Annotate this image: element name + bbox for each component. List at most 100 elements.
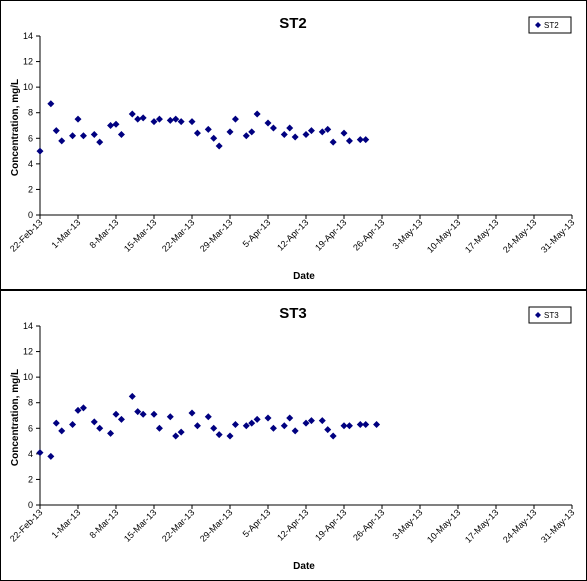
data-point — [36, 449, 44, 457]
data-point — [134, 408, 142, 416]
data-point — [79, 404, 87, 412]
y-tick-label: 2 — [28, 184, 33, 194]
y-tick-label: 14 — [23, 31, 33, 41]
chart-panel-st3: ST3 0 2 4 6 8 10 12 14 22-Feb-13 1-Mar-13 8-Mar-13 1… — [0, 290, 587, 581]
y-tick-label: 14 — [23, 321, 33, 331]
x-tick-label: 17-May-13 — [463, 217, 500, 254]
data-point — [242, 422, 250, 430]
x-tick-label: 19-Apr-13 — [313, 507, 348, 542]
legend-box — [528, 306, 572, 324]
data-point — [155, 424, 163, 432]
data-point — [188, 409, 196, 417]
x-tick-label: 15-Mar-13 — [122, 217, 158, 253]
legend-label: ST3 — [544, 311, 559, 320]
data-point — [291, 427, 299, 435]
data-point — [215, 431, 223, 439]
data-point — [226, 432, 234, 440]
x-tick-label: 31-May-13 — [539, 507, 576, 544]
data-point — [210, 134, 218, 142]
y-tick-label: 10 — [23, 82, 33, 92]
data-point — [280, 130, 288, 138]
data-point — [90, 418, 98, 426]
x-tick-label: 24-May-13 — [501, 507, 538, 544]
data-point — [58, 427, 66, 435]
data-point — [253, 110, 261, 118]
data-point — [69, 420, 77, 428]
data-point — [177, 118, 185, 126]
legend-box — [528, 16, 572, 34]
data-point — [340, 422, 348, 430]
x-tick-label: 10-May-13 — [425, 507, 462, 544]
x-tick-label: 26-Apr-13 — [351, 507, 386, 542]
legend-marker — [535, 22, 541, 28]
data-point — [166, 413, 174, 421]
data-point — [150, 410, 158, 418]
data-point — [204, 413, 212, 421]
data-point — [291, 133, 299, 141]
data-point — [47, 452, 55, 460]
legend: ST3 — [528, 306, 572, 324]
data-point — [188, 118, 196, 126]
x-tick-label: 12-Apr-13 — [275, 507, 310, 542]
x-tick-label: 29-Mar-13 — [198, 217, 234, 253]
y-tick-label: 8 — [28, 108, 33, 118]
y-tick-label: 6 — [28, 133, 33, 143]
data-point — [166, 116, 174, 124]
data-point — [226, 128, 234, 136]
data-point — [58, 137, 66, 145]
data-point — [117, 415, 125, 423]
data-point — [74, 406, 82, 414]
data-point — [112, 410, 120, 418]
y-tick-label: 4 — [28, 449, 33, 459]
x-tick-label: 5-Apr-13 — [241, 507, 273, 539]
x-axis-label: Date — [293, 271, 315, 282]
y-tick-label: 6 — [28, 423, 33, 433]
data-point — [248, 128, 256, 136]
data-point — [96, 424, 104, 432]
data-point — [52, 127, 60, 135]
x-tick-label: 22-Feb-13 — [8, 507, 44, 543]
chart-panel-st2: ST2 0 2 4 6 8 10 12 14 22-Feb-13 1-Mar-13 8-Mar-13 1… — [0, 0, 587, 290]
x-tick-label: 3-May-13 — [390, 507, 424, 541]
chart-title: ST3 — [279, 305, 307, 322]
legend-marker — [535, 312, 541, 318]
data-point — [112, 120, 120, 128]
data-point — [193, 129, 201, 137]
x-axis-label: Date — [293, 561, 315, 572]
data-point — [269, 124, 277, 132]
x-tick-label: 22-Feb-13 — [8, 217, 44, 253]
data-point — [177, 428, 185, 436]
data-point — [172, 432, 180, 440]
data-point — [47, 100, 55, 108]
x-tick-label: 22-Mar-13 — [160, 507, 196, 543]
x-tick-label: 1-Mar-13 — [50, 217, 83, 250]
data-point — [264, 119, 272, 127]
data-point — [286, 414, 294, 422]
data-point — [193, 422, 201, 430]
data-point — [150, 118, 158, 126]
data-point — [253, 415, 261, 423]
data-point — [90, 130, 98, 138]
data-point — [139, 114, 147, 122]
x-tick-label: 17-May-13 — [463, 507, 500, 544]
x-tick-label: 5-Apr-13 — [241, 217, 273, 249]
data-point — [307, 127, 315, 135]
data-point — [264, 414, 272, 422]
data-point — [242, 132, 250, 140]
y-tick-label: 0 — [28, 500, 33, 510]
data-point — [172, 115, 180, 123]
data-point — [356, 136, 364, 144]
x-tick-label: 15-Mar-13 — [122, 507, 158, 543]
x-tick-label: 26-Apr-13 — [351, 217, 386, 252]
data-point — [215, 142, 223, 150]
y-tick-label: 4 — [28, 159, 33, 169]
x-tick-label: 24-May-13 — [501, 217, 538, 254]
x-tick-label: 1-Mar-13 — [50, 507, 83, 540]
data-point — [155, 115, 163, 123]
data-point — [345, 137, 353, 145]
data-point — [69, 132, 77, 140]
y-tick-label: 12 — [23, 57, 33, 67]
data-point — [128, 110, 136, 118]
